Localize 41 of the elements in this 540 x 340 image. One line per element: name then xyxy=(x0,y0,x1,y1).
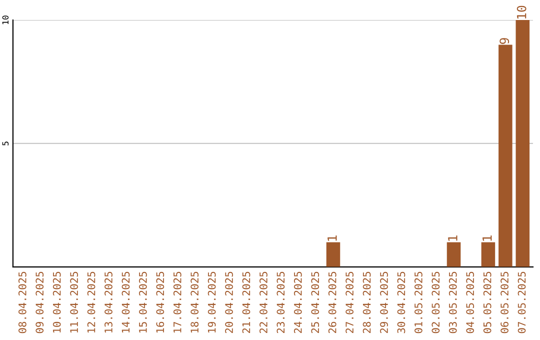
bar xyxy=(498,44,512,267)
x-tick-label: 13.04.2025 xyxy=(104,272,112,333)
x-tick-label: 16.04.2025 xyxy=(156,272,164,333)
data-label: 1 xyxy=(328,236,337,241)
x-tick-label: 23.04.2025 xyxy=(276,272,285,334)
x-tick-label: 07.05.2025 xyxy=(518,272,526,334)
x-tick-label: 04.05.2025 xyxy=(466,272,474,334)
data-label: 1 xyxy=(448,236,458,241)
data-label: 10 xyxy=(516,6,526,19)
x-tick-label: 06.05.2025 xyxy=(500,272,508,334)
x-tick-label: 21.04.2025 xyxy=(242,272,250,334)
x-tick-label: 10.04.2025 xyxy=(52,272,61,333)
x-tick-label: 15.04.2025 xyxy=(138,272,147,333)
x-tick-label: 09.04.2025 xyxy=(36,272,44,334)
bar xyxy=(446,242,461,267)
x-tick-label: 30.04.2025 xyxy=(397,272,406,334)
x-tick-label: 14.04.2025 xyxy=(122,272,130,333)
y-tick-label: 5 xyxy=(2,142,9,146)
x-tick-label: 19.04.2025 xyxy=(208,272,216,333)
x-tick-label: 08.04.2025 xyxy=(18,272,26,334)
x-tick-label: 11.04.2025 xyxy=(70,272,78,333)
x-tick-label: 26.04.2025 xyxy=(328,272,336,334)
x-tick-label: 29.04.2025 xyxy=(380,272,388,334)
bar xyxy=(326,242,340,267)
x-tick-label: 05.05.2025 xyxy=(483,272,492,334)
data-label: 9 xyxy=(500,38,510,44)
x-tick-label: 28.04.2025 xyxy=(362,272,371,334)
x-tick-label: 20.04.2025 xyxy=(225,272,233,334)
x-tick-label: 17.04.2025 xyxy=(173,272,182,333)
x-tick-label: 27.04.2025 xyxy=(346,272,354,334)
bar xyxy=(481,242,496,267)
data-label: 1 xyxy=(482,236,492,241)
x-tick-label: 12.04.2025 xyxy=(87,272,96,333)
x-tick-label: 22.04.2025 xyxy=(260,272,268,334)
x-tick-label: 02.05.2025 xyxy=(432,272,440,334)
x-tick-label: 18.04.2025 xyxy=(190,272,199,333)
x-tick-label: 03.05.2025 xyxy=(448,272,457,334)
x-tick-label: 24.04.2025 xyxy=(294,272,302,334)
x-tick-label: 01.05.2025 xyxy=(414,272,422,334)
bar xyxy=(516,20,530,267)
x-tick-label: 25.04.2025 xyxy=(311,272,320,334)
